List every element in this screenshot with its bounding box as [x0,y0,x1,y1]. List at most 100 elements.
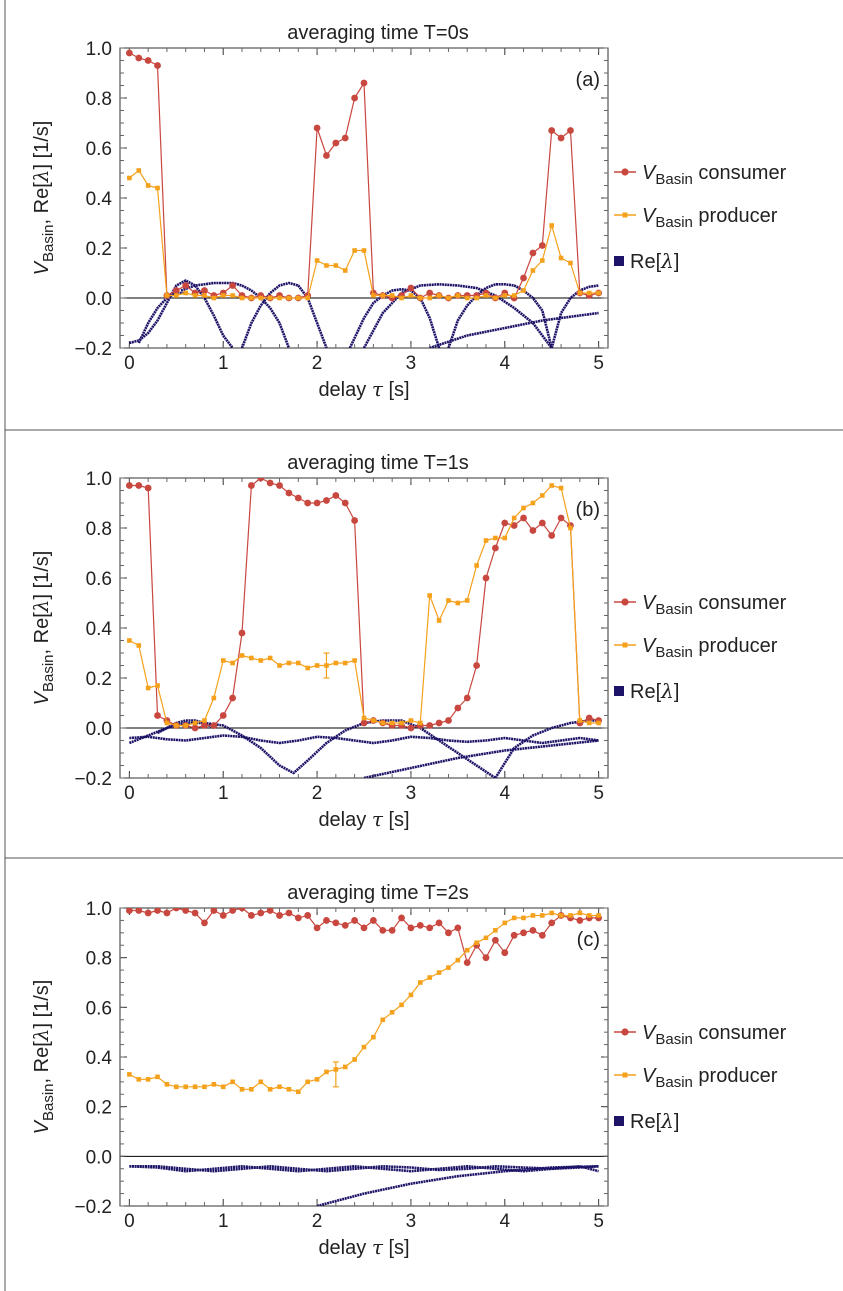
legend-label: Re[λ] [630,249,679,273]
re-lambda-branch [156,719,215,735]
consumer-point [247,912,255,919]
producer-point [145,1077,151,1082]
consumer-point [482,954,490,962]
consumer-point [388,926,396,934]
consumer-point [125,908,133,914]
consumer-point [201,287,208,294]
consumer-point [323,497,330,504]
consumer-point [482,574,490,582]
consumer-point [576,917,584,924]
producer-point [192,720,198,726]
consumer-point [219,712,227,719]
y-tick-label: 0.6 [86,139,112,160]
producer-point [352,658,357,663]
consumer-point [125,49,133,57]
y-tick-label: −0.2 [74,769,112,790]
consumer-point [548,919,556,927]
producer-point [418,295,423,301]
producer-point [352,1057,357,1062]
producer-point [342,1064,348,1070]
producer-point [211,695,217,701]
consumer-point [501,519,509,527]
consumer-point [144,484,152,492]
consumer-point [426,924,434,932]
consumer-point [182,282,190,289]
y-tick-label: −0.2 [74,339,112,360]
producer-point [145,183,151,188]
producer-point [183,723,188,728]
producer-point [540,493,545,498]
chart-title: averaging time T=1s [287,452,468,474]
producer-point [389,293,395,298]
chart-panel-3: 0 1 2 3 4 5 −0.2 0.0 0.2 0.4 0.6 0.8 1.0 averaging ti… [29,882,787,1259]
x-tick-label: 1 [218,353,229,374]
producer-point [511,293,517,298]
consumer-point [182,908,190,914]
re-lambda-branch [316,1165,599,1206]
legend-swatch-marker [621,1028,629,1036]
consumer-point [529,926,537,934]
producer-point [361,248,367,253]
producer-point [464,598,470,603]
consumer-point [557,134,565,142]
producer-point [427,295,432,301]
y-axis-label: VBasin, Re[λ] [1/s] [29,980,57,1135]
producer-point [164,293,170,298]
producer-point [389,720,395,726]
consumer-point [154,908,161,914]
consumer-point [351,517,359,524]
producer-point [314,258,320,263]
legend: VBasin consumer VBasin producer Re[λ] [614,1022,787,1133]
x-tick-label: 0 [124,1211,135,1232]
consumer-point [304,499,312,507]
consumer-point [567,127,574,134]
producer-point [371,1034,376,1040]
producer-point [483,538,489,543]
consumer-point [426,722,434,729]
producer-point [211,295,217,301]
legend-swatch-marker [614,686,624,696]
y-tick-label: 0.8 [86,519,112,540]
consumer-point [323,152,330,159]
y-tick-label: 1.0 [86,899,112,920]
producer-point [155,683,160,688]
series-line [129,912,599,1093]
producer-point [164,720,170,726]
legend-label: VBasin consumer [642,162,787,188]
consumer-point [510,931,518,939]
producer-point [558,913,564,918]
series-line [129,484,599,727]
panel-label: (a) [576,69,600,91]
consumer-point [257,909,265,917]
consumer-point [529,527,537,534]
producer-point [258,295,264,301]
producer-point [220,293,226,298]
y-tick-label: 0.2 [86,669,112,690]
consumer-point [473,662,481,669]
consumer-point [266,908,274,914]
re-lambda-branch [362,282,553,348]
series-line [129,169,599,299]
chart-panel-1: 0 1 2 3 4 5 −0.2 0.0 0.2 0.4 0.6 0.8 1.0 averaging ti… [29,22,787,401]
producer-point [511,915,517,921]
re-lambda-branch [129,1165,599,1173]
consumer-point [313,924,321,932]
producer-point [521,288,526,293]
series-line [129,52,599,299]
y-tick-label: 0.4 [86,619,113,640]
producer-point [136,1077,142,1082]
consumer-point [163,909,171,917]
consumer-point [238,908,246,912]
y-tick-label: 0.0 [86,1147,112,1168]
producer-point [155,185,160,191]
producer-point [464,295,470,301]
x-tick-label: 4 [499,783,510,804]
legend-swatch-marker [622,1072,628,1078]
producer-point [427,975,432,980]
producer-point [446,965,451,970]
consumer-point [407,284,415,292]
re-lambda-branch [129,734,599,745]
consumer-point [491,544,499,552]
producer-point [127,1072,132,1077]
consumer-point [548,532,556,539]
